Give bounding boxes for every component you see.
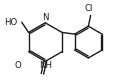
Text: N: N [42, 13, 48, 22]
Text: O: O [15, 61, 21, 70]
Text: HO: HO [4, 18, 17, 27]
Text: Cl: Cl [84, 4, 93, 13]
Text: NH: NH [39, 61, 52, 70]
